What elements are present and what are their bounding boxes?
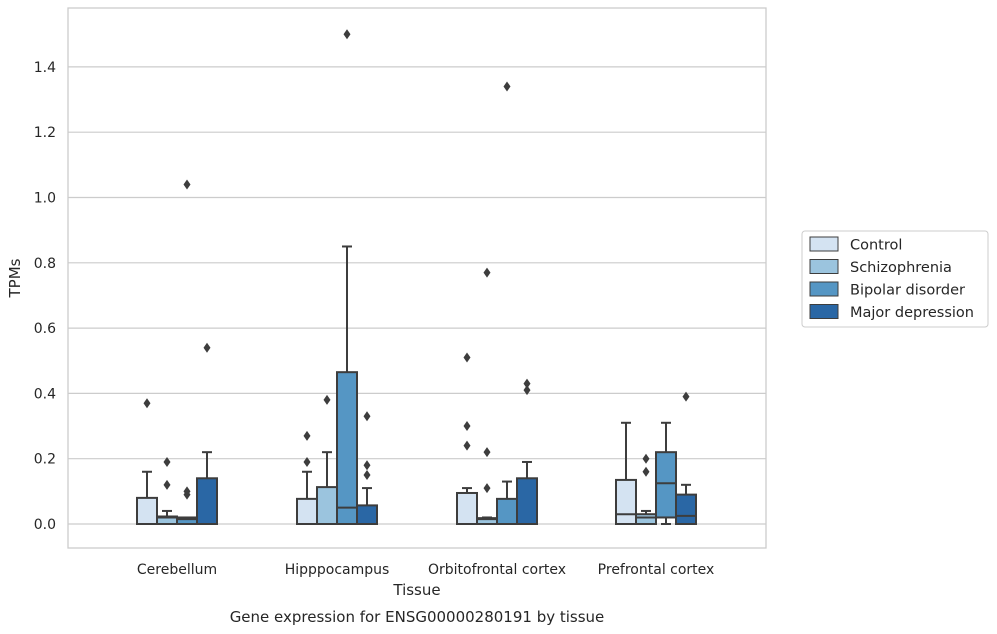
- y-axis-label: TPMs: [6, 258, 24, 298]
- legend-label: Control: [850, 238, 902, 254]
- box-body: [296, 497, 318, 525]
- box: [336, 245, 358, 525]
- box: [516, 460, 538, 526]
- legend-label: Major depression: [850, 305, 974, 321]
- legend: Control Schizophrenia Bipolar disorder Majo…: [801, 230, 989, 328]
- box-body: [356, 504, 378, 525]
- outlier-point: [483, 483, 491, 494]
- y-tick-label: 1.4: [34, 60, 56, 76]
- box: [456, 487, 478, 526]
- outlier-point: [483, 267, 491, 278]
- box-body: [615, 478, 637, 525]
- legend-swatch: [809, 236, 839, 252]
- box: [316, 451, 338, 525]
- outlier-point: [163, 479, 171, 490]
- box-body: [336, 371, 358, 525]
- box: [176, 516, 198, 525]
- box-body: [635, 513, 657, 526]
- outlier-point: [363, 411, 371, 422]
- y-tick-label: 1.2: [34, 125, 56, 141]
- box: [196, 451, 218, 526]
- outlier-point: [363, 460, 371, 471]
- legend-swatch: [809, 259, 839, 274]
- grid-lines: [68, 66, 766, 525]
- outlier-point: [303, 456, 311, 467]
- legend-label: Schizophrenia: [850, 260, 952, 276]
- box-body: [316, 486, 338, 525]
- y-tick-label: 1.0: [34, 191, 56, 207]
- box: [296, 470, 318, 525]
- outlier-point: [483, 447, 491, 458]
- outlier-point: [682, 391, 690, 402]
- y-tick-label: 0.6: [34, 321, 56, 337]
- legend-label: Bipolar disorder: [850, 283, 965, 299]
- y-tick-label: 0.0: [34, 517, 56, 533]
- box: [156, 509, 178, 525]
- box: [476, 516, 498, 525]
- box-body: [675, 493, 697, 525]
- legend-swatch: [809, 281, 839, 297]
- x-tick-label: Orbitofrontal cortex: [428, 562, 566, 578]
- figure-caption: Gene expression for ENSG00000280191 by t…: [230, 608, 605, 626]
- box: [675, 483, 697, 525]
- legend-swatch: [809, 304, 839, 319]
- box: [655, 421, 677, 525]
- box: [136, 470, 158, 526]
- outlier-point: [642, 453, 650, 464]
- y-tick-label: 0.2: [34, 452, 56, 468]
- outlier-point: [642, 466, 650, 477]
- plot-frame: [67, 7, 767, 549]
- box-body: [456, 491, 478, 526]
- x-tick-labels: Cerebellum Hipppocampus Orbitofrontal cort…: [137, 562, 714, 578]
- outlier-point: [183, 486, 191, 497]
- outlier-point: [523, 385, 531, 396]
- outlier-point: [343, 29, 351, 40]
- outlier-point: [303, 430, 311, 441]
- outlier-point: [463, 440, 471, 451]
- box: [496, 480, 518, 525]
- outlier-point: [323, 394, 331, 405]
- box: [356, 487, 378, 525]
- x-tick-label: Cerebellum: [137, 562, 217, 578]
- box-body: [516, 477, 538, 526]
- legend-frame: [801, 230, 989, 328]
- outlier-points: [143, 29, 690, 500]
- x-tick-label: Prefrontal cortex: [598, 562, 715, 578]
- y-tick-labels: 0.0 0.2 0.4 0.6 0.8 1.0 1.2 1.4: [34, 60, 56, 533]
- outlier-point: [523, 378, 531, 389]
- x-tick-label: Hipppocampus: [285, 562, 390, 578]
- box-groups: [136, 245, 697, 526]
- outlier-point: [163, 456, 171, 467]
- outlier-point: [143, 398, 151, 409]
- box-body: [136, 496, 158, 526]
- box: [615, 421, 637, 525]
- outlier-point: [183, 179, 191, 190]
- outlier-point: [463, 421, 471, 432]
- box-body: [196, 477, 218, 526]
- y-tick-label: 0.4: [34, 386, 56, 402]
- box: [635, 509, 657, 526]
- outlier-point: [503, 81, 511, 92]
- box-body: [655, 451, 677, 519]
- outlier-point: [463, 352, 471, 363]
- x-axis-label: Tissue: [392, 581, 440, 599]
- y-tick-label: 0.8: [34, 256, 56, 272]
- box-body: [496, 497, 518, 525]
- outlier-point: [203, 342, 211, 353]
- outlier-point: [363, 470, 371, 481]
